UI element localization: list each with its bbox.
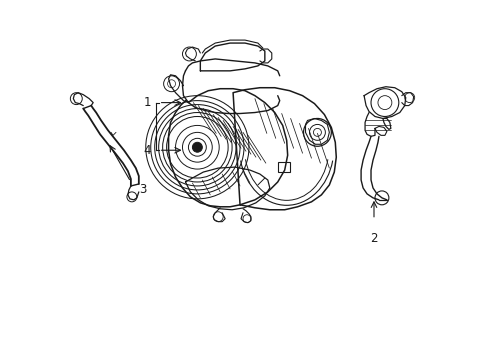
Circle shape (192, 142, 202, 152)
Text: 4: 4 (143, 144, 150, 157)
Text: 1: 1 (143, 96, 150, 109)
Text: 3: 3 (139, 184, 146, 197)
Text: 2: 2 (369, 231, 377, 244)
